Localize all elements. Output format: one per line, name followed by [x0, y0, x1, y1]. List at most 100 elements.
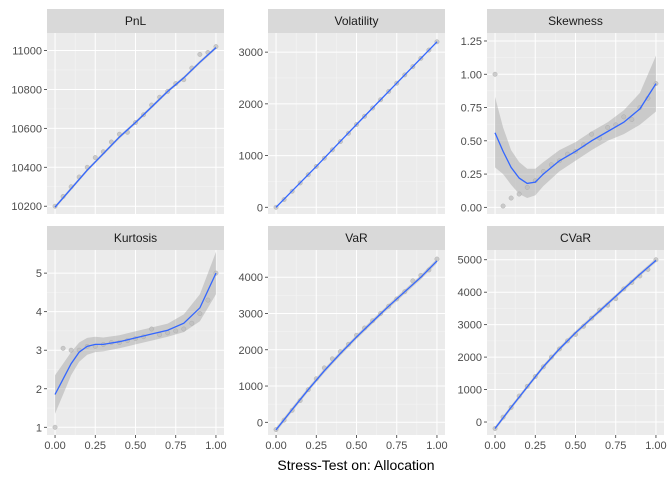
strip-label-var: VaR: [345, 231, 368, 245]
strip-label-kurtosis: Kurtosis: [114, 231, 157, 245]
data-point: [508, 195, 514, 201]
y-tick-label: 0.00: [461, 202, 482, 214]
y-tick-label: 2000: [239, 345, 263, 357]
smooth-line-var: [275, 260, 438, 431]
x-tick-label: 1.00: [205, 440, 226, 452]
y-tick-label: 4: [36, 307, 42, 319]
y-tick-label: 1.00: [461, 69, 482, 81]
strip-skewness: [487, 9, 664, 33]
data-point: [197, 311, 203, 316]
y-tick-label: 0.75: [461, 103, 482, 115]
y-tick-label: 4000: [458, 287, 482, 299]
data-point: [92, 155, 98, 160]
data-point: [60, 345, 66, 351]
data-point: [500, 203, 506, 209]
x-axis-title: Stress-Test on: Allocation: [277, 457, 434, 473]
y-tick-label: 1000: [239, 381, 263, 393]
data-point: [173, 328, 179, 334]
data-point: [516, 191, 522, 197]
y-tick-label: 11000: [12, 46, 42, 58]
y-tick-label: 2: [36, 384, 42, 396]
x-tick-label: 0.00: [44, 440, 65, 452]
x-tick-label: 0.75: [605, 440, 626, 452]
smooth-line-cvar: [494, 259, 657, 429]
y-tick-label: 0.50: [461, 136, 482, 148]
data-point: [621, 114, 627, 120]
data-point: [629, 117, 635, 122]
data-point: [492, 71, 498, 77]
data-point: [165, 330, 171, 336]
data-point: [205, 297, 211, 303]
y-tick-label: 0.25: [461, 169, 482, 181]
x-tick-label: 0.25: [306, 440, 327, 452]
y-tick-label: 10600: [11, 123, 42, 135]
y-tick-label: 0: [476, 417, 482, 429]
data-point: [213, 44, 219, 50]
y-tick-label: 2000: [458, 352, 482, 364]
y-tick-label: 3000: [239, 308, 263, 320]
y-tick-label: 1000: [239, 151, 263, 163]
y-tick-label: 5: [36, 268, 42, 280]
data-point: [68, 347, 74, 353]
data-point: [108, 139, 114, 145]
x-tick-label: 0.50: [565, 440, 586, 452]
x-tick-label: 0.75: [165, 440, 186, 452]
strip-cvar: [487, 226, 664, 250]
x-tick-label: 0.75: [386, 440, 407, 452]
data-point: [197, 52, 203, 57]
y-tick-label: 4000: [239, 272, 263, 284]
data-point: [589, 131, 594, 137]
x-tick-label: 1.00: [426, 440, 447, 452]
y-tick-label: 3: [36, 345, 42, 357]
x-tick-label: 1.00: [645, 440, 666, 452]
strip-kurtosis: [47, 226, 224, 250]
data-point: [434, 256, 440, 262]
x-tick-label: 0.50: [346, 440, 367, 452]
panel-volatility: Volatility 0 1000 2000 3000: [239, 9, 445, 214]
data-point: [605, 125, 611, 130]
y-tick-label: 0: [257, 417, 263, 429]
panel-cvar: CVaR 0 1000 2000 3000 4000 5000 0.00 0.25 0.50 0.7…: [458, 226, 667, 452]
y-tick-label: 10400: [11, 162, 42, 174]
y-tick-label: 10800: [11, 84, 42, 96]
y-tick-label: 1.25: [461, 36, 482, 48]
data-point: [157, 332, 163, 338]
data-point: [181, 326, 187, 332]
strip-label-volatility: Volatility: [334, 14, 378, 28]
y-tick-label: 10200: [11, 201, 42, 213]
panel-skewness: Skewness 0.00 0.25 0.50 0.75 1.00 1.25: [461, 9, 664, 214]
x-tick-label: 0.50: [125, 440, 146, 452]
x-tick-label: 0.25: [525, 440, 546, 452]
y-tick-label: 5000: [458, 255, 482, 267]
data-point: [410, 278, 416, 284]
smooth-line-pnl: [54, 47, 217, 208]
data-point: [524, 184, 530, 190]
facet-panels: PnL1020010400106001080011000Volatility01…: [11, 9, 667, 452]
strip-label-skewness: Skewness: [548, 14, 603, 28]
y-tick-label: 1: [36, 422, 42, 434]
x-tick-label: 0.00: [265, 440, 286, 452]
y-tick-label: 0: [257, 202, 263, 214]
strip-label-cvar: CVaR: [560, 231, 591, 245]
data-point: [189, 320, 195, 326]
panel-pnl: PnL 10200 10400 10600 10800 11000: [11, 9, 224, 214]
strip-label-pnl: PnL: [125, 14, 147, 28]
strip-pnl: [47, 9, 224, 33]
strip-volatility: [268, 9, 445, 33]
y-tick-label: 2000: [239, 99, 263, 111]
data-point: [52, 424, 58, 430]
x-tick-label: 0.00: [484, 440, 505, 452]
confidence-band-skewness: [495, 55, 656, 198]
confidence-band-kurtosis: [55, 251, 216, 414]
smooth-line-volatility: [275, 41, 438, 208]
data-point: [149, 326, 154, 332]
panel-kurtosis: Kurtosis 1 2 3 4 5 0.00 0.25 0.50 0.75 1.00: [36, 226, 227, 452]
y-tick-label: 3000: [458, 320, 482, 332]
strip-var: [268, 226, 445, 250]
y-tick-label: 1000: [458, 385, 482, 397]
panel-var: VaR 0 1000 2000 3000 4000 0.00 0.25 0.50 0.75 1.00: [239, 226, 448, 452]
y-tick-label: 3000: [239, 47, 263, 59]
smooth-line-skewness: [494, 83, 657, 185]
smooth-line-kurtosis: [54, 272, 217, 395]
